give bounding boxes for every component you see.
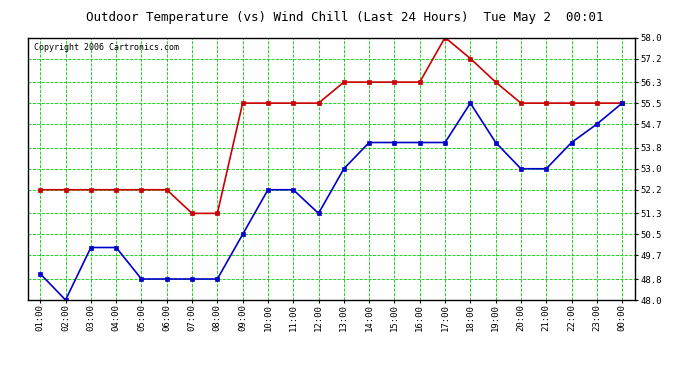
Text: Copyright 2006 Cartronics.com: Copyright 2006 Cartronics.com bbox=[34, 43, 179, 52]
Text: Outdoor Temperature (vs) Wind Chill (Last 24 Hours)  Tue May 2  00:01: Outdoor Temperature (vs) Wind Chill (Las… bbox=[86, 11, 604, 24]
